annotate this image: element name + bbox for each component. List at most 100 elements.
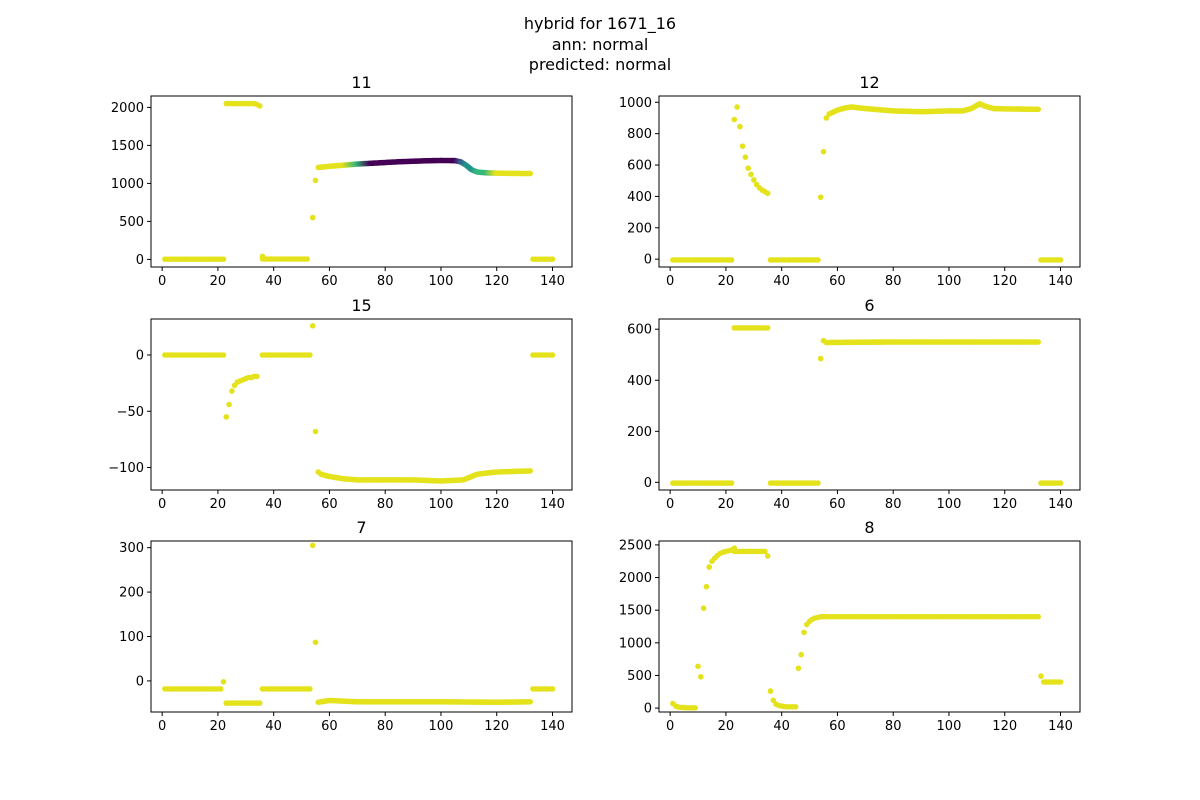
data-point — [734, 104, 740, 110]
x-tick-label: 20 — [718, 274, 735, 289]
x-tick-label: 40 — [773, 719, 790, 734]
data-point — [226, 401, 232, 408]
data-point — [764, 553, 771, 559]
y-tick-label: 100 — [119, 630, 144, 645]
y-tick-label: 400 — [627, 374, 652, 389]
data-point — [728, 257, 735, 263]
data-point — [695, 663, 701, 670]
data-point — [745, 165, 751, 171]
x-tick-label: 100 — [429, 719, 454, 734]
x-tick-label: 0 — [158, 274, 166, 289]
x-tick-label: 120 — [484, 719, 509, 734]
x-tick-label: 100 — [429, 274, 454, 289]
data-point — [1035, 339, 1041, 345]
data-point — [307, 686, 313, 692]
data-point — [307, 352, 313, 358]
x-tick-label: 20 — [210, 719, 227, 734]
x-tick-label: 0 — [158, 719, 166, 734]
data-point — [731, 545, 738, 551]
data-point — [728, 480, 735, 486]
y-tick-label: −50 — [117, 405, 144, 420]
data-point — [1035, 106, 1041, 113]
data-point — [798, 651, 804, 658]
data-point — [698, 674, 704, 680]
data-point — [700, 605, 707, 611]
data-point — [795, 665, 802, 672]
x-tick-label: 60 — [321, 274, 338, 289]
figure-title-line-2: ann: normal — [551, 34, 649, 54]
data-point — [312, 428, 319, 435]
x-tick-label: 0 — [158, 497, 166, 512]
axes-frame — [658, 540, 1081, 713]
axes-frame — [658, 95, 1081, 268]
data-point — [1057, 480, 1064, 486]
y-tick-label: 300 — [119, 541, 144, 556]
subplot-title: 11 — [351, 73, 371, 92]
data-point — [220, 352, 227, 358]
x-tick-label: 60 — [829, 274, 846, 289]
data-point — [223, 414, 230, 420]
data-point — [770, 697, 777, 704]
x-tick-label: 140 — [540, 719, 565, 734]
data-point — [220, 679, 227, 685]
subplot-3: 15 0 20 40 60 80 100 120 140 0 −50 −100 — [108, 296, 573, 512]
x-tick-label: 40 — [773, 274, 790, 289]
data-point — [1038, 673, 1044, 679]
data-point — [259, 253, 266, 260]
figure-title: hybrid for 1671_16 ann: normal predicted… — [0, 14, 1200, 76]
data-point — [527, 699, 533, 705]
y-tick-label: 200 — [627, 425, 652, 440]
data-point — [220, 256, 227, 263]
data-point — [309, 323, 316, 329]
x-tick-label: 120 — [992, 497, 1017, 512]
data-point — [692, 705, 698, 711]
y-tick-label: 200 — [627, 221, 652, 236]
x-tick-label: 140 — [540, 497, 565, 512]
y-tick-label: 400 — [627, 190, 652, 205]
x-tick-label: 140 — [1048, 719, 1073, 734]
y-tick-label: 2500 — [619, 538, 652, 553]
data-point — [312, 639, 319, 646]
data-points — [670, 325, 1064, 486]
y-tick-label: 0 — [136, 674, 144, 689]
x-tick-label: 20 — [718, 497, 735, 512]
subplot-title: 7 — [356, 518, 366, 537]
subplot-title: 6 — [864, 296, 874, 315]
y-tick-label: 1000 — [619, 96, 652, 111]
x-tick-label: 100 — [429, 497, 454, 512]
y-tick-label: 1500 — [111, 139, 144, 154]
data-point — [737, 123, 743, 130]
y-tick-label: 0 — [644, 476, 652, 491]
data-point — [1057, 679, 1064, 685]
x-tick-label: 100 — [937, 719, 962, 734]
data-point — [739, 143, 746, 149]
x-tick-label: 20 — [718, 719, 735, 734]
data-point — [820, 148, 827, 155]
data-point — [304, 256, 310, 262]
x-tick-label: 120 — [484, 274, 509, 289]
data-points — [162, 100, 556, 263]
subplot-title: 8 — [864, 518, 874, 537]
data-point — [312, 177, 319, 184]
data-point — [817, 613, 824, 620]
x-tick-label: 20 — [210, 497, 227, 512]
x-tick-label: 80 — [377, 274, 394, 289]
x-tick-label: 60 — [829, 497, 846, 512]
axes-frame — [150, 540, 573, 713]
subplot-1: 11 0 20 40 60 80 100 120 140 0 500 1000 1500 2000 — [111, 73, 573, 289]
x-tick-label: 120 — [484, 497, 509, 512]
data-point — [309, 214, 316, 221]
x-tick-label: 0 — [666, 497, 674, 512]
y-tick-label: 1000 — [111, 177, 144, 192]
y-tick-label: 200 — [119, 586, 144, 601]
x-tick-label: 80 — [885, 719, 902, 734]
y-tick-label: 500 — [119, 215, 144, 230]
data-point — [549, 352, 556, 358]
data-point — [767, 688, 774, 694]
x-tick-label: 140 — [1048, 497, 1073, 512]
data-point — [815, 480, 821, 486]
y-tick-label: −100 — [108, 461, 144, 476]
data-point — [703, 583, 710, 590]
